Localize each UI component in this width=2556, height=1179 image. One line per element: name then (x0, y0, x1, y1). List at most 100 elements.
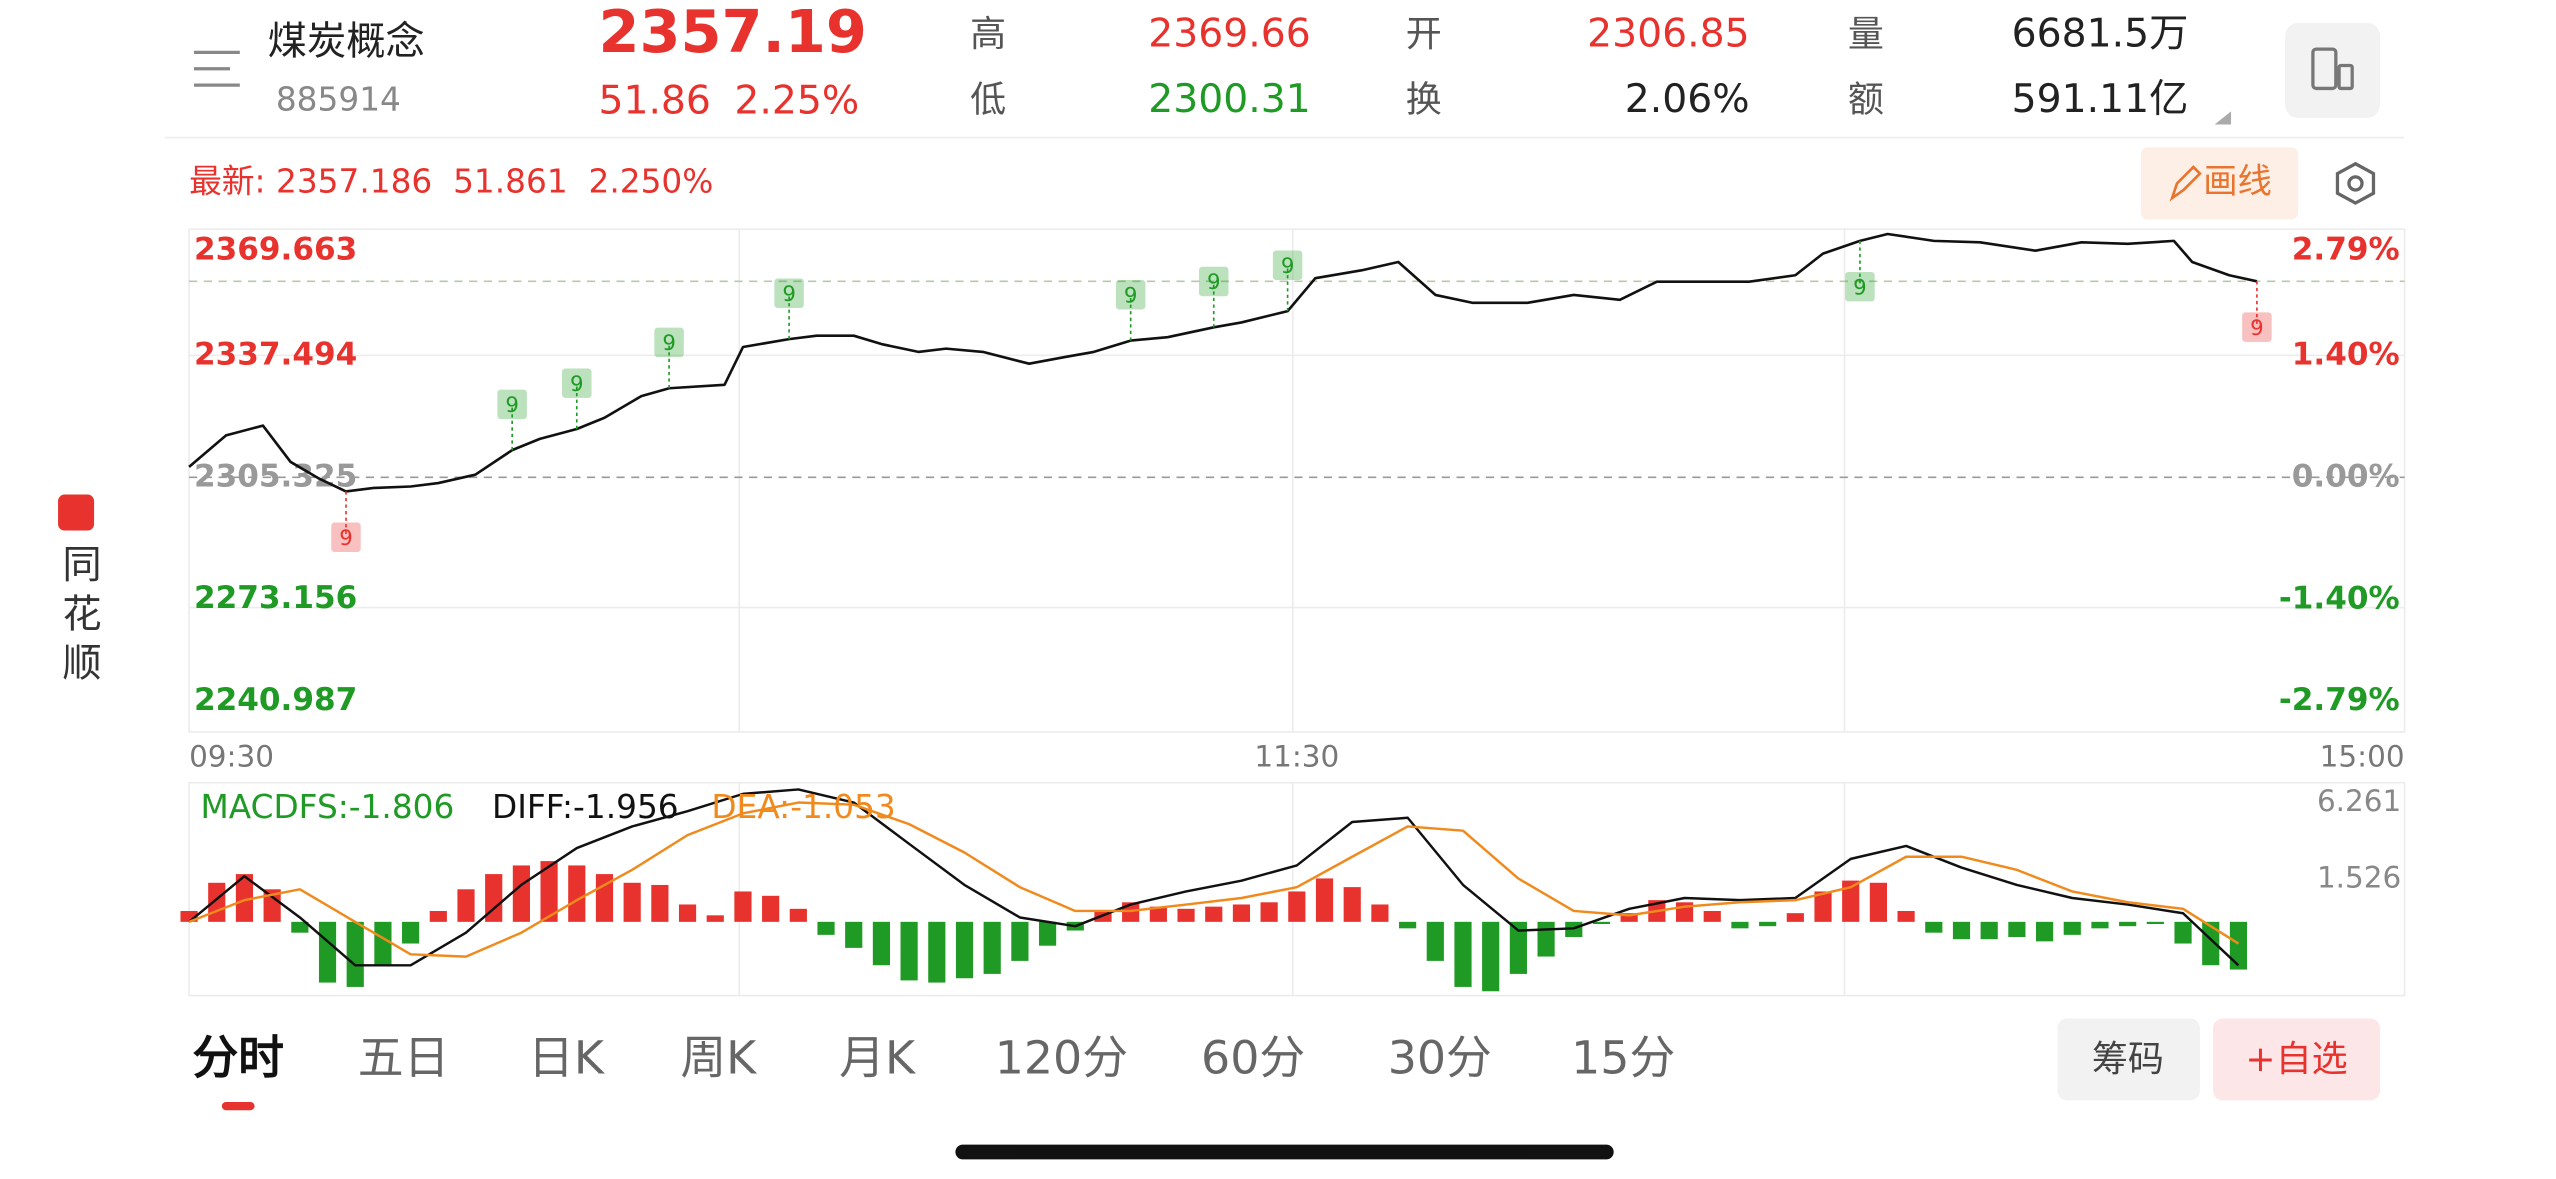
corner-icon (2214, 111, 2232, 125)
macd-border (188, 781, 2406, 997)
y2-tick-label: -1.40% (2279, 580, 2400, 616)
macd-bar (872, 921, 891, 966)
macd-chart: 6.261 1.526 MACDFS:-1.806 DIFF:-1.956 DEA:-1… (180, 784, 2401, 992)
macd-bar (2229, 921, 2248, 970)
macd-bar (1454, 921, 1472, 987)
macd-bar (1371, 904, 1389, 922)
macd-bar (540, 861, 558, 922)
marker-box (331, 522, 361, 552)
macd-bar (817, 921, 835, 935)
legend-entry: DEA:-1.053 (711, 788, 895, 826)
legend-entry: DIFF:-1.956 (492, 788, 679, 826)
macd-bar (2091, 921, 2109, 929)
marker-label: 9 (1124, 283, 1138, 308)
macd-bar (2063, 921, 2081, 935)
tab[interactable]: 五日 (358, 1031, 450, 1085)
y2-tick-label: 1.40% (2292, 336, 2400, 372)
macd-bar (180, 910, 198, 922)
marker-box (2242, 312, 2272, 342)
marker-label: 9 (2250, 316, 2264, 341)
macd-bar (2146, 921, 2164, 925)
stat-label: 额 (1848, 80, 1884, 121)
marker-box (1272, 250, 1303, 281)
price-border (188, 228, 2406, 733)
tab[interactable]: 分时 (192, 1031, 284, 1085)
draw-button[interactable] (2140, 147, 2299, 220)
macd-bar (1952, 921, 1971, 940)
macd-bar (457, 889, 475, 922)
stat-label: 低 (970, 80, 1006, 121)
marker-box (1115, 280, 1146, 310)
menu-icon[interactable] (193, 50, 240, 87)
macd-bar (1731, 921, 1749, 929)
chip-button[interactable] (2057, 1018, 2200, 1101)
tab[interactable]: 日K (528, 1031, 606, 1085)
y2-tick-label: -2.79% (2279, 682, 2400, 718)
device-button[interactable] (2285, 22, 2381, 118)
marker-box (1199, 266, 1229, 297)
macd-bar (1232, 904, 1251, 922)
macd-bar (1426, 921, 1444, 961)
stat-value: 6681.5万 (2012, 12, 2189, 57)
macd-bar (2119, 921, 2137, 927)
stat-value: 2369.66 (1148, 12, 1311, 57)
macd-bar (1205, 906, 1223, 922)
brand-logo (58, 494, 95, 531)
watchlist-button[interactable] (2213, 1018, 2381, 1101)
macd-line (188, 788, 2240, 967)
tab[interactable]: 30分 (1388, 1031, 1492, 1085)
macd-bar (1537, 921, 1555, 957)
macd-bar (485, 874, 503, 922)
macd-bar (1869, 882, 1887, 922)
macd-bar (512, 865, 530, 922)
macd-bar (235, 874, 254, 922)
tab[interactable]: 月K (839, 1031, 917, 1085)
macd-bar (706, 915, 724, 922)
watchlist-button-label: +自选 (2245, 1039, 2347, 1080)
macd-bar (429, 910, 447, 922)
macd-bar (1980, 921, 1998, 940)
tab[interactable]: 120分 (995, 1031, 1128, 1085)
y2-tick-label: 0.00% (2292, 458, 2400, 494)
draw-button-label: 画线 (2203, 162, 2272, 202)
marker-label: 9 (339, 526, 353, 551)
macd-bar (2174, 921, 2192, 944)
y-tick-label: 6.261 (2317, 784, 2401, 818)
macd-bar (291, 921, 309, 933)
chip-button-label: 筹码 (2092, 1039, 2164, 1080)
tab[interactable]: 周K (680, 1031, 758, 1085)
marker-label: 9 (1207, 270, 1221, 295)
settings-icon-dot (2347, 175, 2364, 192)
macd-bar (845, 921, 863, 948)
tab[interactable]: 15分 (1571, 1031, 1675, 1085)
macd-bar (623, 882, 641, 922)
stat-value: 2306.85 (1587, 12, 1750, 57)
legend-entry: MACDFS:-1.806 (201, 788, 455, 826)
settings-icon[interactable] (2335, 161, 2376, 205)
macd-bar (734, 891, 752, 922)
macd-bar (1897, 910, 1915, 922)
stat-value: 591.11亿 (2012, 77, 2189, 122)
tabs: 分时 五日 日K 周K 月K 120分 60分 30分 15分 (192, 1031, 1675, 1085)
macd-bar (1703, 910, 1721, 922)
marker-box (774, 278, 804, 308)
tab[interactable]: 60分 (1201, 1031, 1305, 1085)
macd-bar (1786, 913, 1804, 922)
macd-bar (678, 904, 697, 922)
y-tick-label: 2240.987 (194, 682, 357, 718)
macd-bar (1260, 902, 1278, 922)
marker-box (562, 368, 592, 398)
macd-bar (1038, 921, 1057, 946)
macd-bar (1482, 921, 1500, 992)
macd-bar (1011, 921, 1029, 961)
macd-bar (1509, 921, 1527, 974)
marker-label: 9 (1853, 275, 1867, 300)
x-tick-label: 11:30 (1254, 740, 1339, 774)
x-tick-label: 15:00 (2320, 740, 2405, 774)
macd-line (188, 801, 2240, 958)
macd-bar (928, 921, 946, 983)
stat-label: 高 (970, 14, 1006, 55)
